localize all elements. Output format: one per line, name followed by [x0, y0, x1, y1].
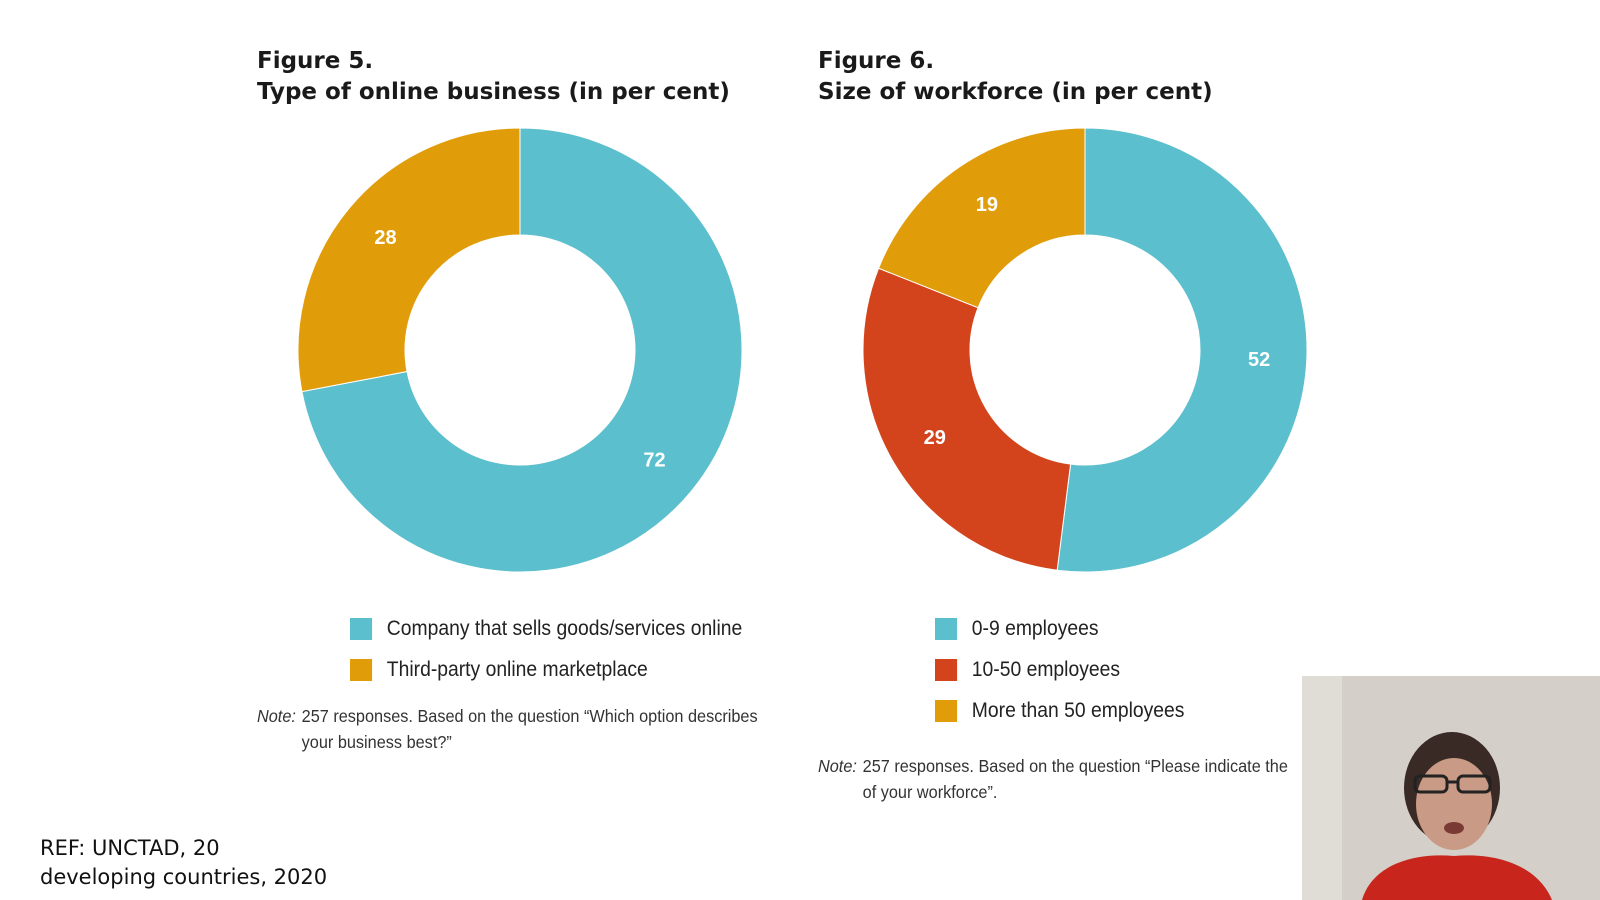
legend-swatch: [935, 699, 958, 722]
reference-caption: REF: UNCTAD, 20 developing countries, 20…: [40, 834, 327, 892]
legend-label: More than 50 employees: [971, 698, 1185, 722]
figure-6-title-block: Figure 6. Size of workforce (in per cent…: [818, 46, 1213, 108]
reference-line-2: developing countries, 2020: [40, 865, 328, 889]
legend-swatch: [935, 658, 958, 681]
note-line-1: 257 responses. Based on the question “Wh…: [301, 706, 758, 726]
data-label-third-party-online-marketplace: 28: [374, 227, 396, 249]
note-line-2: your business best?”: [301, 732, 452, 752]
legend-label: 10-50 employees: [971, 657, 1121, 681]
figure-5-title: Type of online business (in per cent): [257, 79, 730, 105]
donut-slice-0-9-employees: [1056, 127, 1308, 573]
legend-label: Third-party online marketplace: [386, 657, 648, 681]
legend-label: 0-9 employees: [971, 616, 1099, 640]
note-line-2: of your workforce”.: [862, 782, 998, 802]
figure-5-note: Note: 257 responses. Based on the questio…: [257, 703, 758, 755]
figure-6-donut-chart: 52 29 19: [862, 127, 1308, 573]
donut-slice-company-that-sells-goods-services-online: [301, 127, 743, 573]
note-label: Note:: [818, 756, 857, 776]
legend-swatch: [350, 658, 373, 681]
data-label-company-that-sells-goods-services-online: 72: [643, 450, 665, 472]
legend-label: Company that sells goods/services online: [386, 616, 743, 640]
figure-6-note: Note: 257 responses. Based on the questio…: [818, 753, 1288, 805]
figure-6-legend: 0-9 employees 10-50 employees More than …: [935, 608, 1206, 731]
data-label-0-9-employees: 52: [1248, 349, 1270, 371]
note-line-1: 257 responses. Based on the question “Pl…: [862, 756, 1288, 776]
legend-item-third-party-marketplace: Third-party online marketplace: [350, 649, 742, 690]
data-label-more-than-50-employees: 19: [976, 194, 998, 216]
donut-slice-10-50-employees: [862, 267, 1072, 571]
data-label-10-50-employees: 29: [924, 427, 946, 449]
legend-item-0-9-employees: 0-9 employees: [935, 608, 1184, 649]
legend-swatch: [350, 617, 373, 640]
figure-5-legend: Company that sells goods/services online…: [350, 608, 776, 690]
reference-line-1: REF: UNCTAD, 20: [40, 836, 220, 860]
figure-5-number: Figure 5.: [257, 48, 374, 74]
legend-item-more-than-50-employees: More than 50 employees: [935, 690, 1184, 731]
note-label: Note:: [257, 706, 296, 726]
presenter-video-image: [1302, 676, 1600, 900]
legend-item-10-50-employees: 10-50 employees: [935, 649, 1184, 690]
figure-5-donut-chart: 72 28: [297, 127, 743, 573]
webcam-video-feed: [1302, 676, 1600, 900]
figure-5-title-block: Figure 5. Type of online business (in pe…: [257, 46, 730, 108]
figure-6-number: Figure 6.: [818, 48, 935, 74]
donut-slice-third-party-online-marketplace: [297, 127, 521, 393]
legend-swatch: [935, 617, 958, 640]
donut-slice-more-than-50-employees: [877, 127, 1086, 309]
figure-6-title: Size of workforce (in per cent): [818, 79, 1213, 105]
legend-item-company-sells-online: Company that sells goods/services online: [350, 608, 742, 649]
